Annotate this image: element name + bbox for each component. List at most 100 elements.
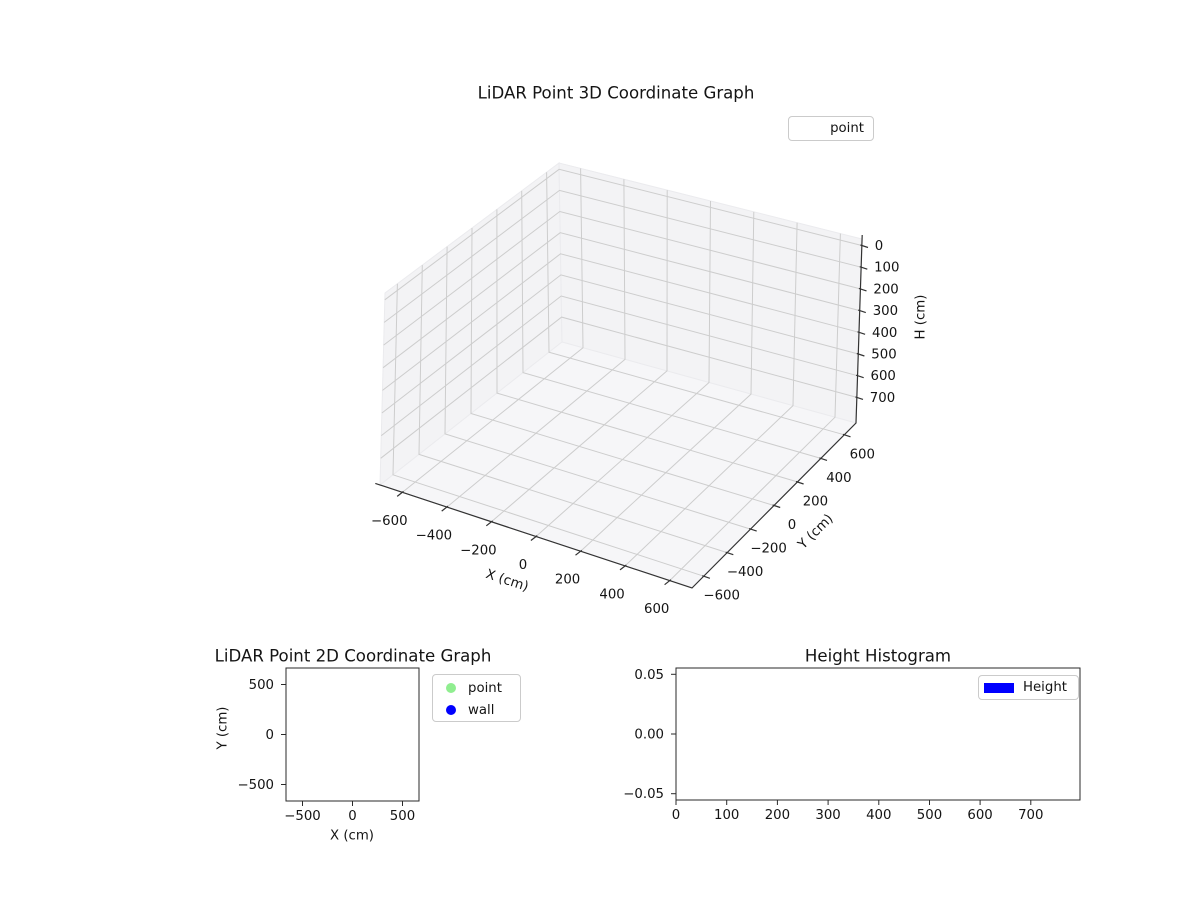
plot2d-legend-entry-wall: wall xyxy=(433,699,520,721)
x-tick-mark xyxy=(485,520,493,527)
z-tick-mark xyxy=(858,309,866,314)
x-tick-mark xyxy=(575,549,583,556)
plot3d-title: LiDAR Point 3D Coordinate Graph xyxy=(477,83,755,103)
plot2d-xaxis-label: X (cm) xyxy=(330,828,374,844)
x-tick-label: −600 xyxy=(371,514,408,529)
hist-x-tick-label: 300 xyxy=(815,808,840,823)
y-tick-label: −200 xyxy=(750,542,787,557)
point-marker-swatch xyxy=(446,683,456,693)
y-tick-mark xyxy=(795,480,804,485)
plot2d-title: LiDAR Point 2D Coordinate Graph xyxy=(214,646,492,666)
x-tick-label: 400 xyxy=(599,587,624,602)
x-tick-label: 0 xyxy=(519,558,527,573)
grid-line-y xyxy=(418,265,728,554)
plot2d-legend-entry-point: point xyxy=(433,677,520,699)
plot2d-legend: point wall xyxy=(432,674,521,722)
plot2d-y-tick-label: −500 xyxy=(237,778,274,793)
z-tick-label: 700 xyxy=(870,391,895,406)
grid-line-y xyxy=(521,190,822,459)
plot2d-x-tick-label: 500 xyxy=(390,809,415,824)
height-bar-swatch xyxy=(984,682,1014,693)
grid-line-x xyxy=(401,168,584,493)
y-tick-label: −600 xyxy=(703,589,740,604)
grid-line-x xyxy=(624,222,798,567)
grid-line-y xyxy=(546,172,845,436)
z-tick-label: 200 xyxy=(873,282,898,297)
plot3d-legend-label-point: point xyxy=(830,121,864,136)
grid-line-z xyxy=(382,253,860,391)
y-tick-label: 200 xyxy=(803,494,828,509)
z-tick-mark xyxy=(855,374,864,379)
grid-line-y xyxy=(392,283,704,577)
plot2d-legend-label-wall: wall xyxy=(468,702,495,718)
grid-line-z xyxy=(380,316,857,459)
x-tick-mark xyxy=(441,505,449,512)
grid-line-y xyxy=(444,246,751,530)
plot2d-y-tick-label: 0 xyxy=(266,728,274,743)
grid-line-z xyxy=(380,295,858,436)
x-tick-label: 200 xyxy=(555,573,580,588)
z-tick-mark xyxy=(859,266,868,270)
plot2d-axes-frame xyxy=(285,667,420,802)
hist-y-tick-label: 0.05 xyxy=(634,668,664,683)
z-tick-label: 300 xyxy=(873,304,898,319)
hist-y-tick-label: 0.00 xyxy=(634,728,664,743)
y-tick-mark xyxy=(819,457,828,461)
y-tick-label: 0 xyxy=(788,518,796,533)
hist-legend: Height xyxy=(978,675,1079,700)
z-tick-mark xyxy=(855,396,864,400)
plot3d-zaxis-label: H (cm) xyxy=(913,294,929,340)
x-tick-mark xyxy=(619,564,627,571)
x-tick-label: −400 xyxy=(416,529,453,544)
hist-x-tick-label: 200 xyxy=(765,808,790,823)
x-tick-label: −200 xyxy=(460,543,497,558)
z-tick-label: 400 xyxy=(872,326,897,341)
x-tick-mark xyxy=(664,579,672,586)
grid-line-z xyxy=(382,232,860,369)
grid-line-x xyxy=(669,233,841,581)
hist-legend-entry-height: Height xyxy=(979,676,1078,699)
grid-line-x xyxy=(580,211,755,552)
grid-line-y xyxy=(496,209,798,483)
grid-line-y xyxy=(470,227,775,506)
plot2d-y-tick-label: 500 xyxy=(249,678,274,693)
y-tick-mark xyxy=(748,528,757,532)
z-tick-mark xyxy=(860,244,869,249)
plot2d-x-tick-label: −500 xyxy=(284,809,321,824)
grid-line-x xyxy=(491,190,668,523)
z-tick-label: 100 xyxy=(874,261,899,276)
hist-legend-label-height: Height xyxy=(1023,680,1067,695)
y-tick-mark xyxy=(772,504,781,509)
y-tick-label: 400 xyxy=(826,471,851,486)
z-tick-label: 600 xyxy=(871,369,896,384)
plot2d-legend-label-point: point xyxy=(468,680,502,696)
z-tick-label: 0 xyxy=(875,239,883,254)
x-tick-mark xyxy=(530,535,538,541)
z-tick-label: 500 xyxy=(871,348,896,363)
plot2d-x-tick-label: 0 xyxy=(348,809,356,824)
y-tick-label: −400 xyxy=(727,565,764,580)
plot3d-legend: point xyxy=(788,116,874,141)
y-tick-mark xyxy=(842,433,851,438)
grid-line-z xyxy=(384,168,862,301)
hist-x-tick-label: 700 xyxy=(1018,808,1043,823)
hist-title: Height Histogram xyxy=(804,646,952,666)
x-tick-label: 600 xyxy=(644,602,669,617)
wall-marker-swatch xyxy=(446,705,456,715)
hist-y-tick-label: −0.05 xyxy=(623,787,664,802)
z-tick-mark xyxy=(858,287,867,292)
y-tick-mark xyxy=(725,551,734,556)
x-tick-mark xyxy=(396,490,404,497)
hist-x-tick-label: 500 xyxy=(917,808,942,823)
plot2d-yaxis-label: Y (cm) xyxy=(215,706,231,750)
grid-line-z xyxy=(383,210,861,346)
y-tick-label: 600 xyxy=(850,447,875,462)
hist-x-tick-label: 0 xyxy=(672,808,680,823)
z-tick-mark xyxy=(857,331,866,335)
z-tick-mark xyxy=(856,352,865,357)
y-tick-mark xyxy=(702,575,711,579)
grid-line-x xyxy=(535,200,711,537)
grid-line-z xyxy=(383,189,862,323)
